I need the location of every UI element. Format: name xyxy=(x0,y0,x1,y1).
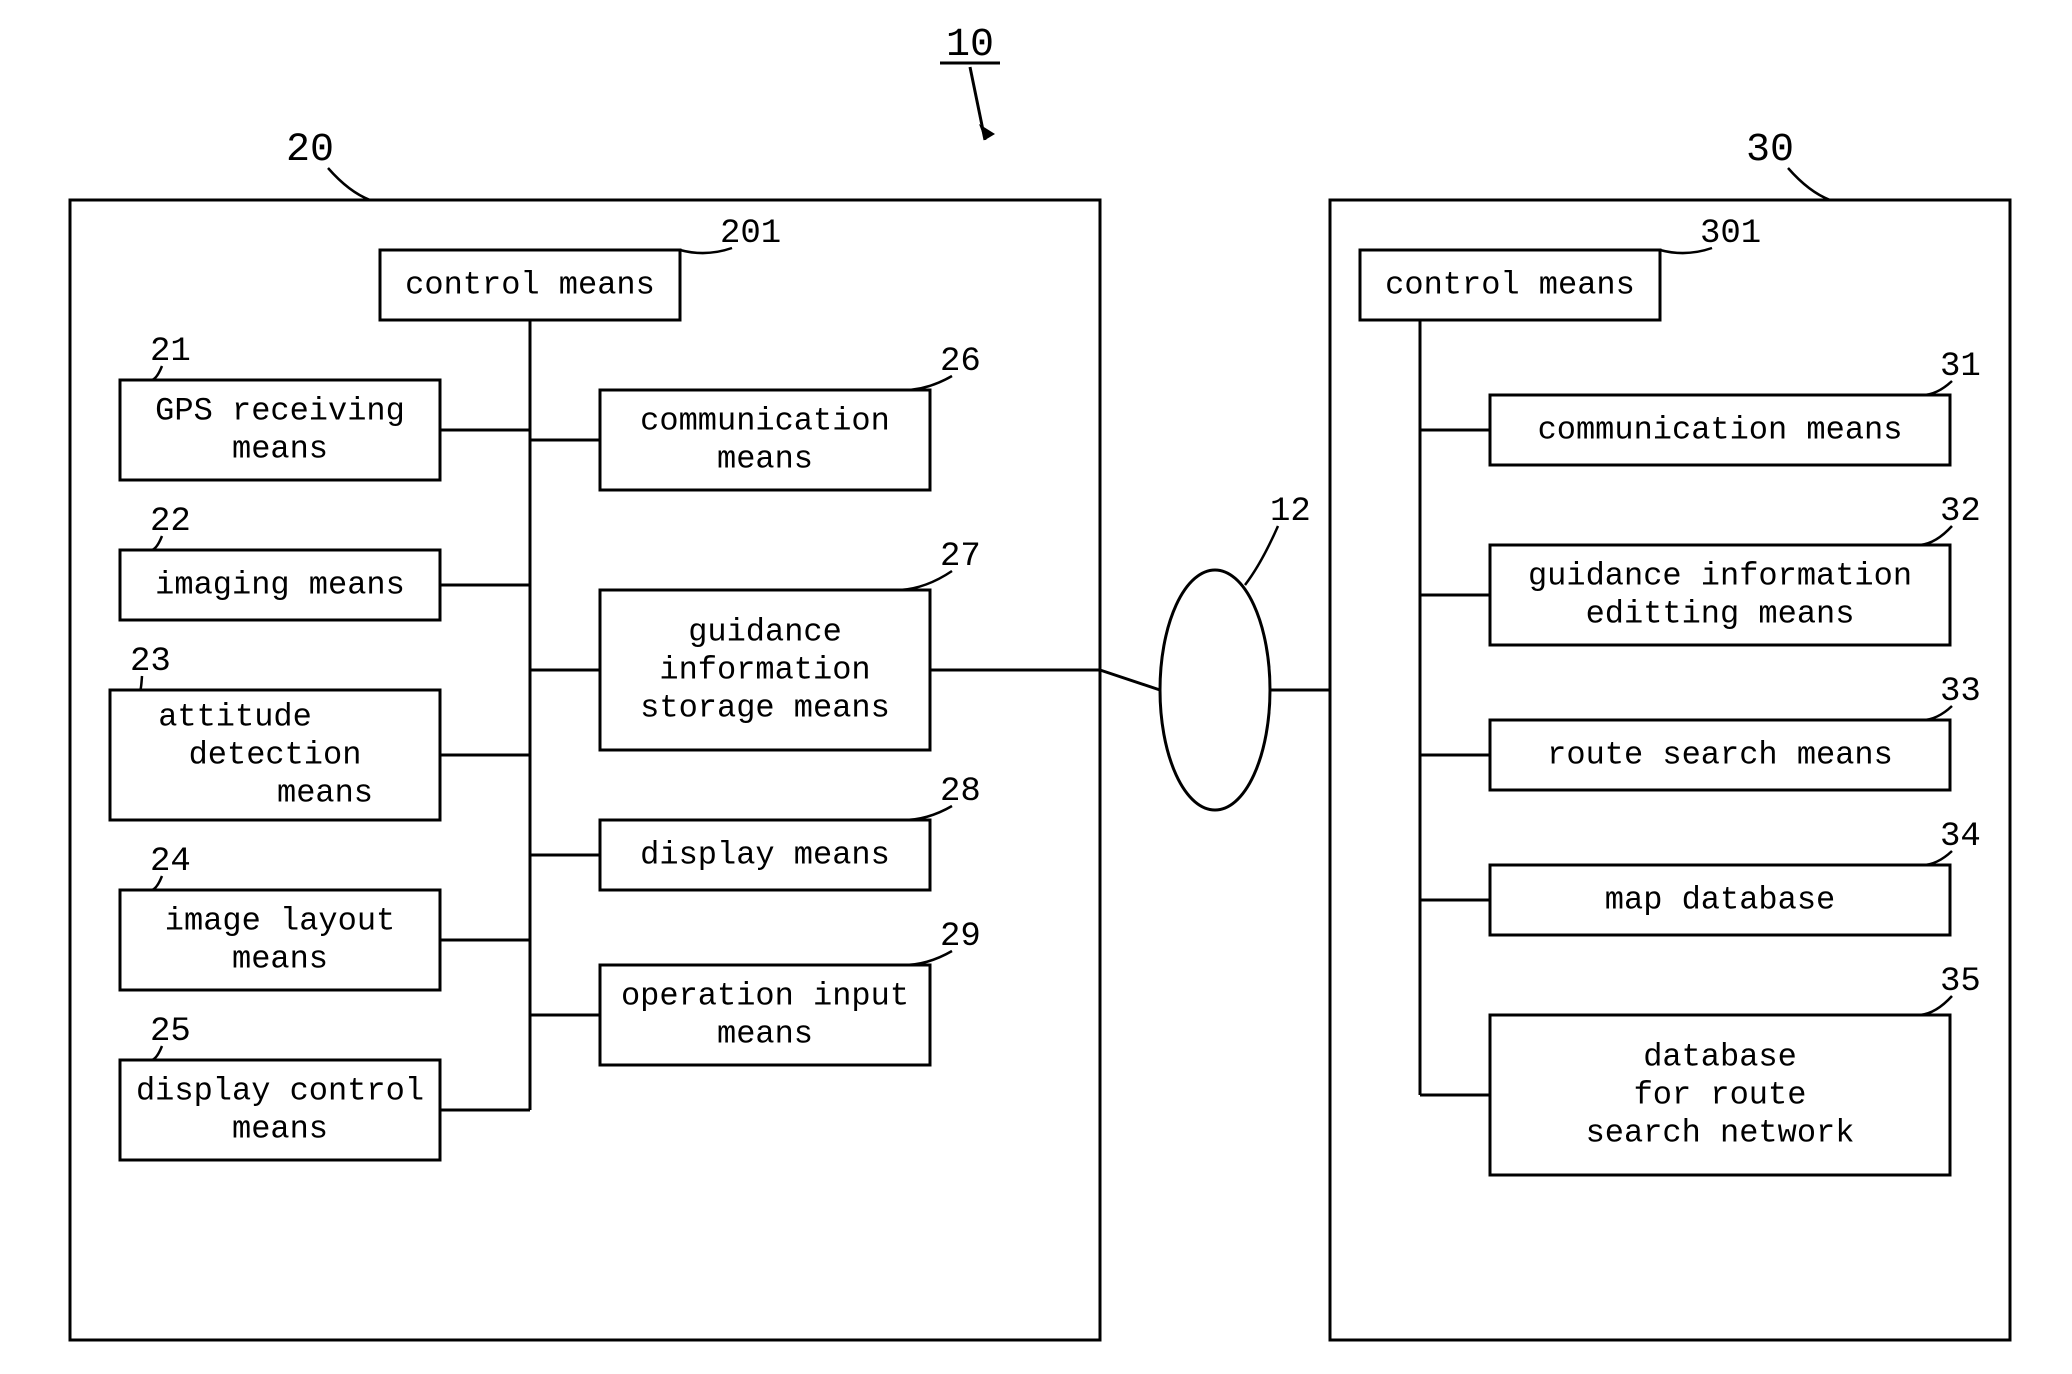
blk-20-L0-label: GPS receiving xyxy=(155,392,405,429)
blk-20-L2-label: detection xyxy=(189,736,362,773)
blk-30-R1-ref: 32 xyxy=(1940,493,1981,531)
blk-20-L4-ref: 25 xyxy=(150,1013,191,1051)
blk-30-R1-label: editting means xyxy=(1586,595,1855,632)
container-30-ref: 30 xyxy=(1746,128,1794,173)
blk-20-R2-label: display means xyxy=(640,836,890,873)
control-means-20-label: control means xyxy=(405,266,655,303)
blk-20-R2-ref: 28 xyxy=(940,773,981,811)
blk-20-L4-label: display control xyxy=(136,1072,424,1109)
blk-20-R0-ref: 26 xyxy=(940,343,981,381)
network-leader xyxy=(1245,526,1278,585)
blk-30-R2-ref: 33 xyxy=(1940,673,1981,711)
blk-30-R0-label: communication means xyxy=(1538,411,1903,448)
blk-20-L1-ref: 22 xyxy=(150,503,191,541)
blk-30-R4-label: search network xyxy=(1586,1114,1855,1151)
blk-20-L0-label: means xyxy=(232,430,328,467)
blk-20-L0-ref: 21 xyxy=(150,333,191,371)
blk-30-R3-label: map database xyxy=(1605,881,1835,918)
container-30-leader xyxy=(1788,168,1830,200)
system-ref-10: 10 xyxy=(946,23,994,68)
blk-30-R2-label: route search means xyxy=(1547,736,1893,773)
blk-20-R0-label: communication xyxy=(640,402,890,439)
blk-30-R4-label: for route xyxy=(1634,1076,1807,1113)
blk-20-R1-label: storage means xyxy=(640,689,890,726)
blk-20-R3-label: operation input xyxy=(621,977,909,1014)
blk-30-R0-ref: 31 xyxy=(1940,348,1981,386)
blk-30-R4-ref: 35 xyxy=(1940,963,1981,1001)
blk-20-R0-label: means xyxy=(717,440,813,477)
network-ellipse xyxy=(1160,570,1270,810)
blk-20-L4-label: means xyxy=(232,1110,328,1147)
network-ref: 12 xyxy=(1270,493,1311,531)
control-means-30-ref: 301 xyxy=(1700,215,1761,253)
blk-20-R1-label: information xyxy=(659,651,870,688)
blk-20-R1-label: guidance xyxy=(688,613,842,650)
blk-20-L2-label: attitude xyxy=(158,698,312,735)
blk-20-R3-ref: 29 xyxy=(940,918,981,956)
container-20-leader xyxy=(328,168,370,200)
blk-20-L3-label: means xyxy=(232,940,328,977)
blk-20-R3-label: means xyxy=(717,1015,813,1052)
blk-20-L1-label: imaging means xyxy=(155,566,405,603)
control-means-30-label: control means xyxy=(1385,266,1635,303)
blk-20-L3-label: image layout xyxy=(165,902,395,939)
blk-20-L3-ref: 24 xyxy=(150,843,191,881)
blk-30-R3-ref: 34 xyxy=(1940,818,1981,856)
blk-30-R4-label: database xyxy=(1643,1038,1797,1075)
blk-20-L2-ref: 23 xyxy=(130,643,171,681)
blk-20-L2-label: means xyxy=(277,774,373,811)
control-means-20-ref: 201 xyxy=(720,215,781,253)
blk-30-R1-label: guidance information xyxy=(1528,557,1912,594)
wire-outer20-to-net xyxy=(1100,670,1160,690)
blk-20-R1-ref: 27 xyxy=(940,538,981,576)
container-20-ref: 20 xyxy=(286,128,334,173)
system-ref-arrowhead xyxy=(979,124,995,140)
